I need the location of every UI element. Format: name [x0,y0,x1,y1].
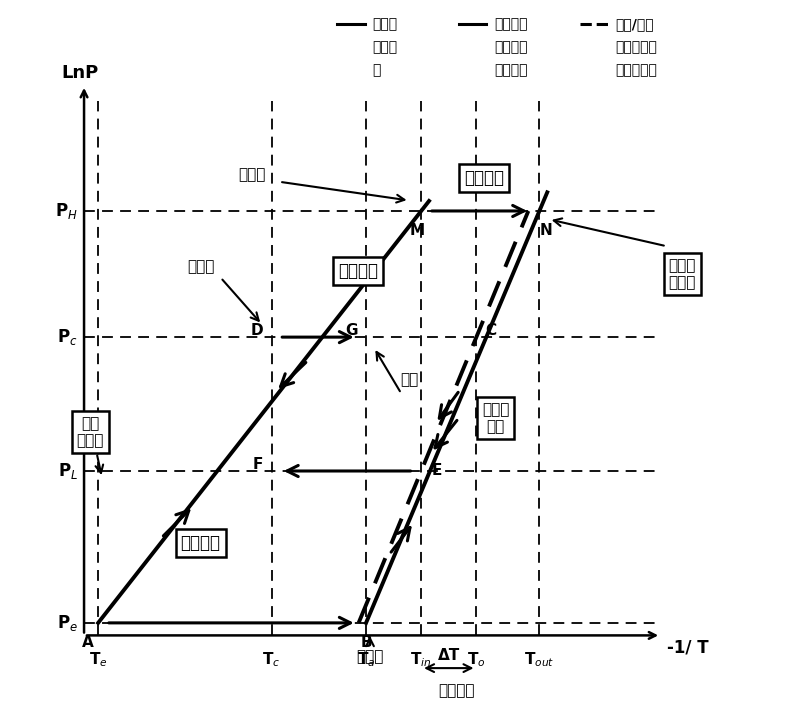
Text: 能量储存: 能量储存 [338,261,378,280]
Text: 化学吸附材: 化学吸附材 [616,40,658,55]
Text: 热平衡线: 热平衡线 [494,63,527,77]
Text: D: D [251,322,264,338]
Text: 升温幅度: 升温幅度 [438,684,475,699]
Text: P$_L$: P$_L$ [58,461,78,481]
Text: 热平衡: 热平衡 [373,40,398,55]
Text: -1/ T: -1/ T [666,639,708,657]
Text: T$_{in}$: T$_{in}$ [410,650,432,670]
Text: M: M [410,223,425,238]
Text: 低品位
热能: 低品位 热能 [482,402,510,435]
Text: ΔT: ΔT [438,648,460,662]
Text: T$_e$: T$_e$ [89,650,107,670]
Text: N: N [539,223,552,238]
Text: P$_e$: P$_e$ [57,613,78,633]
Text: 供热热量: 供热热量 [464,168,504,187]
Text: C: C [485,322,496,338]
Text: 线: 线 [373,63,381,77]
Text: 蒸发
制冷量: 蒸发 制冷量 [77,415,104,448]
Text: P$_c$: P$_c$ [57,327,78,347]
Text: 升温热
能输出: 升温热 能输出 [669,258,696,290]
Text: F: F [252,457,262,471]
Text: 吸附热: 吸附热 [356,649,384,664]
Text: 吸附材料: 吸附材料 [494,40,527,55]
Text: P$_H$: P$_H$ [55,201,78,221]
Text: E: E [432,464,442,479]
Text: 料热平衡线: 料热平衡线 [616,63,658,77]
Text: A: A [82,635,94,650]
Text: T$_c$: T$_c$ [262,650,281,670]
Text: 制冷剂: 制冷剂 [373,18,398,31]
Text: 储能/供能: 储能/供能 [616,18,654,31]
Text: T$_a$: T$_a$ [357,650,375,670]
Text: 冷凝热: 冷凝热 [187,260,214,275]
Text: 制冷冷量: 制冷冷量 [181,535,221,552]
Text: T$_o$: T$_o$ [467,650,486,670]
Text: B: B [360,635,372,650]
Text: 蒸发热: 蒸发热 [238,168,266,182]
Text: 余热: 余热 [400,372,418,387]
Text: G: G [346,322,358,338]
Text: LnP: LnP [62,64,98,82]
Text: T$_{out}$: T$_{out}$ [524,650,554,670]
Text: 辅助化学: 辅助化学 [494,18,527,31]
